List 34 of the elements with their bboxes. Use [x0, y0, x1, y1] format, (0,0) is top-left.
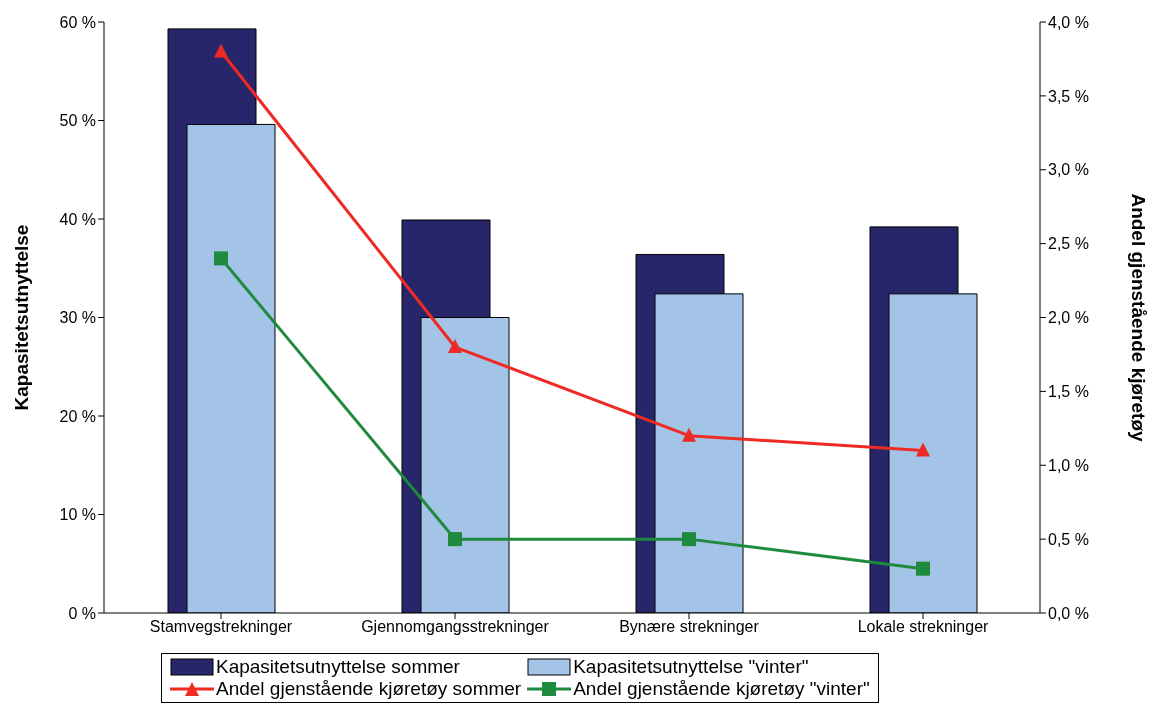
- legend-label: Kapasitetsutnyttelse sommer: [216, 656, 460, 678]
- y2-tick-label: 0,0 %: [1048, 604, 1089, 622]
- y2-tick-label: 3,5 %: [1048, 87, 1089, 105]
- y2-tick-label: 0,5 %: [1048, 530, 1089, 548]
- y-tick-label: 60 %: [59, 13, 96, 31]
- legend-label: Andel gjenstående kjøretøy sommer: [216, 678, 522, 700]
- y2-tick-label: 3,0 %: [1048, 161, 1089, 179]
- x-tick-label: Bynære strekninger: [619, 618, 760, 636]
- y-tick-label: 30 %: [59, 309, 96, 327]
- point: [916, 561, 930, 576]
- point: [448, 339, 462, 354]
- x-tick-label: Gjennomgangsstrekninger: [361, 618, 550, 636]
- legend-label: Andel gjenstående kjøretøy "vinter": [573, 678, 870, 700]
- y-tick-label: 20 %: [59, 407, 96, 425]
- point: [682, 427, 696, 442]
- y2-axis-title: Andel gjenstående kjøretøy: [1128, 193, 1150, 442]
- y-tick-label: 0 %: [68, 604, 96, 622]
- y-tick-label: 50 %: [59, 112, 96, 130]
- point: [214, 43, 228, 58]
- y2-tick-label: 4,0 %: [1048, 13, 1089, 31]
- point: [214, 251, 228, 266]
- x-tick-label: Lokale strekninger: [857, 618, 990, 636]
- y2-tick-label: 2,5 %: [1048, 235, 1089, 253]
- x-tick-label: Stamvegstrekninger: [149, 618, 293, 636]
- y-axis-title: Kapasitetsutnyttelse: [10, 224, 32, 411]
- y2-tick-label: 1,0 %: [1048, 456, 1089, 474]
- y2-tick-label: 2,0 %: [1048, 309, 1089, 327]
- y-tick-label: 40 %: [59, 210, 96, 228]
- y2-tick-label: 1,5 %: [1048, 383, 1089, 401]
- point: [448, 532, 462, 547]
- point: [916, 442, 930, 457]
- y-tick-label: 10 %: [59, 506, 96, 524]
- point: [682, 532, 696, 547]
- legend-label: Kapasitetsutnyttelse "vinter": [573, 656, 809, 678]
